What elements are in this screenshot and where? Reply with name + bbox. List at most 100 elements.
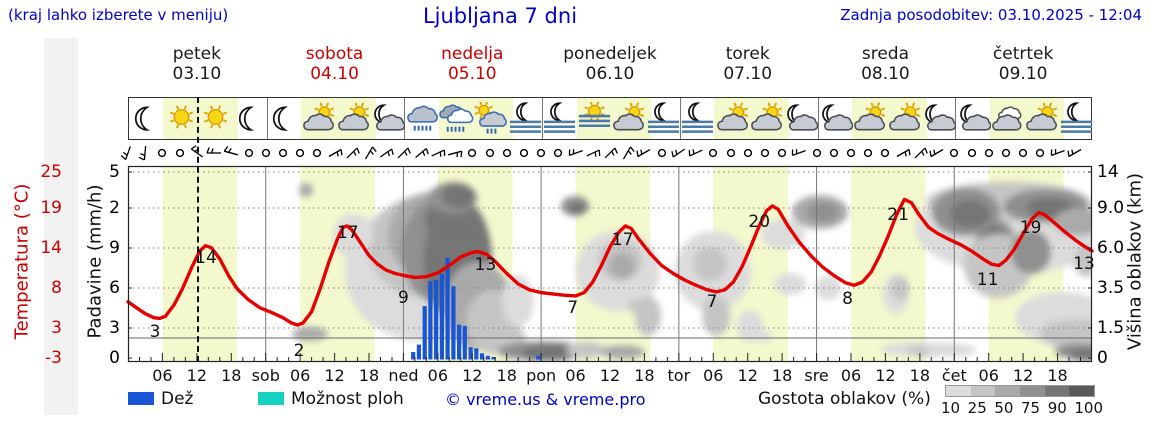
- cloud-density-level-75: 75: [1021, 399, 1041, 417]
- time-label-06: 06: [978, 366, 999, 385]
- weather-icon-moon-cloud: [921, 102, 957, 135]
- svg-text:13: 13: [1073, 254, 1095, 274]
- calm-wind-icon: [964, 144, 980, 162]
- weather-icon-moon-fog: [542, 102, 577, 135]
- temp-tick--3: -3: [45, 348, 62, 368]
- menu-hint-note: (kraj lahko izberete v meniju): [8, 6, 229, 24]
- day-name: sobota: [305, 44, 364, 64]
- shower-legend-swatch: [258, 392, 284, 405]
- wind-barb-icon: [344, 144, 360, 162]
- cloud-height-tick-9.0: 9.0: [1097, 198, 1125, 218]
- day-name: četrtek: [992, 44, 1054, 64]
- calm-wind-icon: [464, 144, 480, 162]
- svg-text:7: 7: [567, 298, 578, 318]
- time-label-sob: sob: [251, 366, 280, 385]
- day-header-četrtek: četrtek 09.10: [954, 44, 1092, 84]
- cloud-density-level-25: 25: [967, 399, 987, 417]
- temp-tick-19: 19: [40, 198, 62, 218]
- cloud-density-segment-50: [995, 386, 1021, 396]
- svg-text:8: 8: [842, 289, 853, 309]
- svg-text:19: 19: [1020, 218, 1042, 238]
- calm-wind-icon: [826, 144, 842, 162]
- precip-tick-2: 2: [109, 198, 120, 218]
- time-label-12: 12: [462, 366, 483, 385]
- precip-tick-3: 3: [109, 318, 120, 338]
- cloud-height-tick-0: 0: [1097, 348, 1108, 368]
- wind-barb-icon: [568, 144, 584, 162]
- precip-tick-6: 6: [109, 278, 120, 298]
- weather-icon-sun-cloud: [1024, 102, 1059, 135]
- calm-wind-icon: [258, 144, 274, 162]
- weather-icon-sun: [164, 102, 199, 135]
- weather-icon-rain: [405, 102, 440, 135]
- time-label-tor: tor: [667, 366, 691, 385]
- time-label-18: 18: [221, 366, 242, 385]
- copyright-link[interactable]: © vreme.us & vreme.pro: [445, 390, 646, 409]
- cloud-density-segment-100: [1069, 386, 1095, 396]
- calm-wind-icon: [550, 144, 566, 162]
- day-separator: [679, 98, 681, 139]
- calm-wind-icon: [654, 144, 670, 162]
- calm-wind-icon: [843, 144, 859, 162]
- calm-wind-icon: [757, 144, 773, 162]
- weather-icon-sun-cloud: [611, 102, 646, 135]
- day-header-nedelja: nedelja 05.10: [403, 44, 541, 84]
- time-label-ned: ned: [388, 366, 419, 385]
- wind-barb-icon: [671, 144, 687, 162]
- svg-text:3: 3: [150, 322, 161, 342]
- weather-icon-moon: [233, 102, 268, 135]
- svg-text:20: 20: [748, 212, 770, 232]
- current-time-line: [196, 97, 199, 362]
- wind-barb-icon: [895, 144, 911, 162]
- wind-barb-icon: [137, 144, 153, 162]
- calm-wind-icon: [499, 144, 515, 162]
- weather-icon-moon-fog: [1059, 102, 1094, 135]
- day-name: torek: [725, 44, 770, 64]
- precip-tick-5: 5: [109, 162, 120, 182]
- calm-wind-icon: [740, 144, 756, 162]
- day-date: 04.10: [310, 64, 359, 84]
- wind-barb-icon: [602, 144, 618, 162]
- time-label-18: 18: [358, 366, 380, 385]
- cloud-density-legend-label: Gostota oblakov (%): [758, 389, 931, 409]
- shower-legend-label: Možnost ploh: [291, 389, 404, 409]
- wind-barb-icon: [120, 144, 136, 162]
- svg-text:7: 7: [707, 292, 718, 312]
- weather-icon-rain-heavy: [439, 102, 474, 135]
- weather-icon-rain-sun: [473, 100, 509, 135]
- day-date: 09.10: [998, 64, 1048, 84]
- cloud-density-gradient-bar: [945, 385, 1095, 397]
- cloud-density-level-90: 90: [1047, 399, 1067, 417]
- cloud-height-tick-3.5: 3.5: [1097, 278, 1125, 298]
- time-label-12: 12: [186, 366, 208, 385]
- time-label-12: 12: [737, 366, 758, 385]
- wind-barb-icon: [929, 144, 945, 162]
- meteogram-svg: 3 14 2 17 9 13 7 17 7 20 8 21 11 19 13: [126, 165, 1095, 363]
- time-label-12: 12: [875, 366, 896, 385]
- cloud-density-segment-10: [946, 386, 971, 396]
- wind-barb-icon: [361, 144, 377, 162]
- time-label-12: 12: [599, 366, 621, 385]
- weather-icon-moon-cloud: [818, 102, 854, 135]
- day-date: 08.10: [861, 64, 910, 84]
- wind-barb-icon: [619, 144, 635, 162]
- meteogram-plot: 3 14 2 17 9 13 7 17 7 20 8 21 11 19 13: [126, 165, 1095, 363]
- time-label-čet: čet: [941, 366, 967, 385]
- weather-icon-moon-fog: [680, 102, 715, 135]
- wind-barb-icon: [206, 144, 222, 162]
- time-label-06: 06: [840, 366, 862, 385]
- day-header-sobota: sobota 04.10: [266, 44, 404, 84]
- cloud-height-tick-14: 14: [1097, 162, 1119, 182]
- wind-barb-icon: [1067, 144, 1083, 162]
- day-date: 07.10: [723, 64, 773, 84]
- day-header-sreda: sreda 08.10: [817, 44, 955, 84]
- weather-icon-sun-cloud: [852, 102, 887, 135]
- day-separator: [817, 98, 819, 139]
- time-label-06: 06: [152, 366, 173, 385]
- weather-icon-sun-cloud: [749, 102, 784, 135]
- calm-wind-icon: [774, 144, 790, 162]
- day-header-torek: torek 07.10: [679, 44, 817, 84]
- weather-icon-moon: [129, 102, 164, 135]
- day-name: sreda: [861, 44, 909, 64]
- day-separator: [955, 98, 957, 139]
